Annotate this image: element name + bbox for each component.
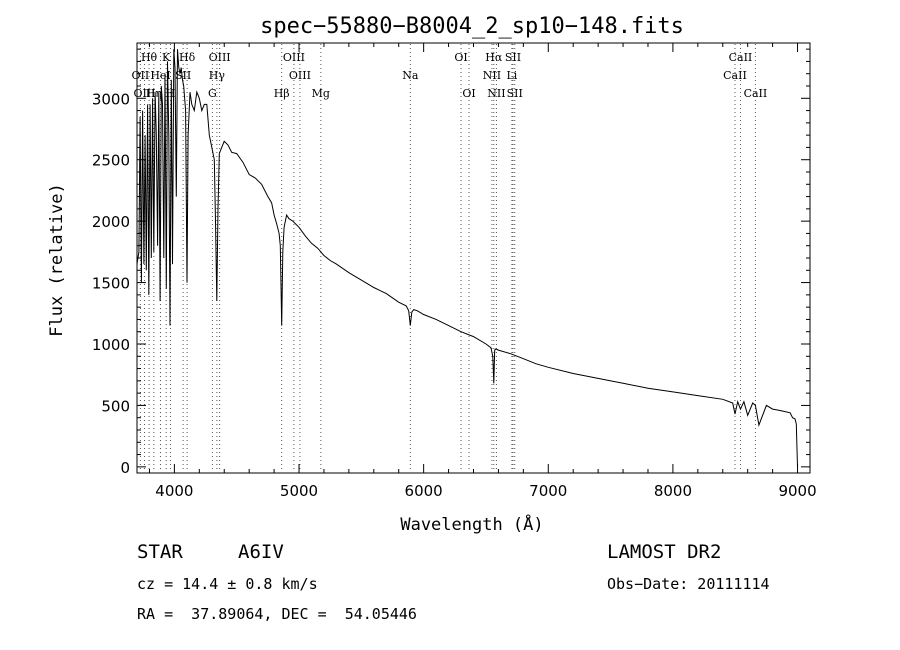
line-label: G [208,87,217,100]
line-label: OIII [133,87,155,100]
line-label: OIII [283,51,305,64]
y-tick-label: 2500 [92,152,130,170]
object-class: STAR [137,541,183,563]
y-tick-label: 1500 [92,275,130,293]
y-tick-label: 500 [101,397,130,415]
x-axis-label: Wavelength (Å) [400,513,543,535]
x-axis-ticks: 4000 5000 6000 7000 8000 9000 [148,43,817,500]
line-label: OI [454,51,467,64]
x-tick-label: 4000 [155,482,193,500]
line-label: OII [132,69,150,82]
line-label: CaII [723,69,747,82]
line-label: OIII [289,69,311,82]
x-tick-label: 5000 [280,482,318,500]
redshift-readout: cz = 14.4 ± 0.8 km/s [137,575,318,593]
line-label: Na [402,69,419,82]
line-label: Hα [485,51,503,64]
line-label: Mg [312,87,330,100]
line-label: Hθ [141,51,158,64]
line-label: SII [175,69,191,82]
line-label: HeI [150,69,170,82]
y-tick-label: 1000 [92,336,130,354]
line-label: OI [462,87,475,100]
line-label: Hδ [179,51,196,64]
y-axis-label: Flux (relative) [47,183,67,337]
x-tick-label: 6000 [405,482,443,500]
x-tick-label: 8000 [654,482,692,500]
line-label: Li [506,69,517,82]
line-label: OIII [209,51,231,64]
chart-title: spec−55880−B8004_2_sp10−148.fits [260,14,684,39]
obs-date: Obs−Date: 20111114 [607,575,770,593]
x-tick-label: 9000 [778,482,816,500]
plot-frame [136,42,811,474]
line-label: NII [483,69,501,82]
y-tick-label: 2000 [92,213,130,231]
line-label: SII [505,51,521,64]
flux-series-line [136,49,798,467]
line-label: Hβ [274,87,290,100]
line-label: NII [487,87,505,100]
y-axis-ticks: 0 500 1000 1500 2000 2500 3000 [92,48,810,477]
spectral-line-markers [139,44,756,472]
line-label: CaII [729,51,753,64]
survey-name: LAMOST DR2 [607,541,722,563]
line-label: Hγ [209,69,226,82]
line-label: Hη [146,87,162,100]
y-tick-label: 3000 [92,90,130,108]
y-tick-label: 0 [120,459,130,477]
x-tick-label: 7000 [529,482,567,500]
subclass: A6IV [238,541,284,563]
line-label: CaII [744,87,768,100]
line-label: K [162,51,171,64]
line-label: SII [507,87,523,100]
coordinates: RA = 37.89064, DEC = 54.05446 [137,605,417,623]
line-label: H [166,87,176,100]
